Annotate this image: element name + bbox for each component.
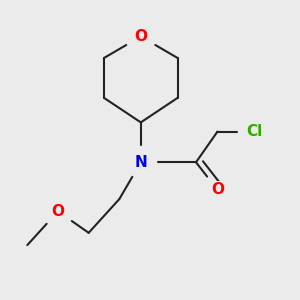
Text: O: O <box>52 204 64 219</box>
Text: O: O <box>211 182 224 197</box>
Text: O: O <box>134 29 147 44</box>
Text: N: N <box>134 155 147 170</box>
Text: Cl: Cl <box>246 124 262 139</box>
